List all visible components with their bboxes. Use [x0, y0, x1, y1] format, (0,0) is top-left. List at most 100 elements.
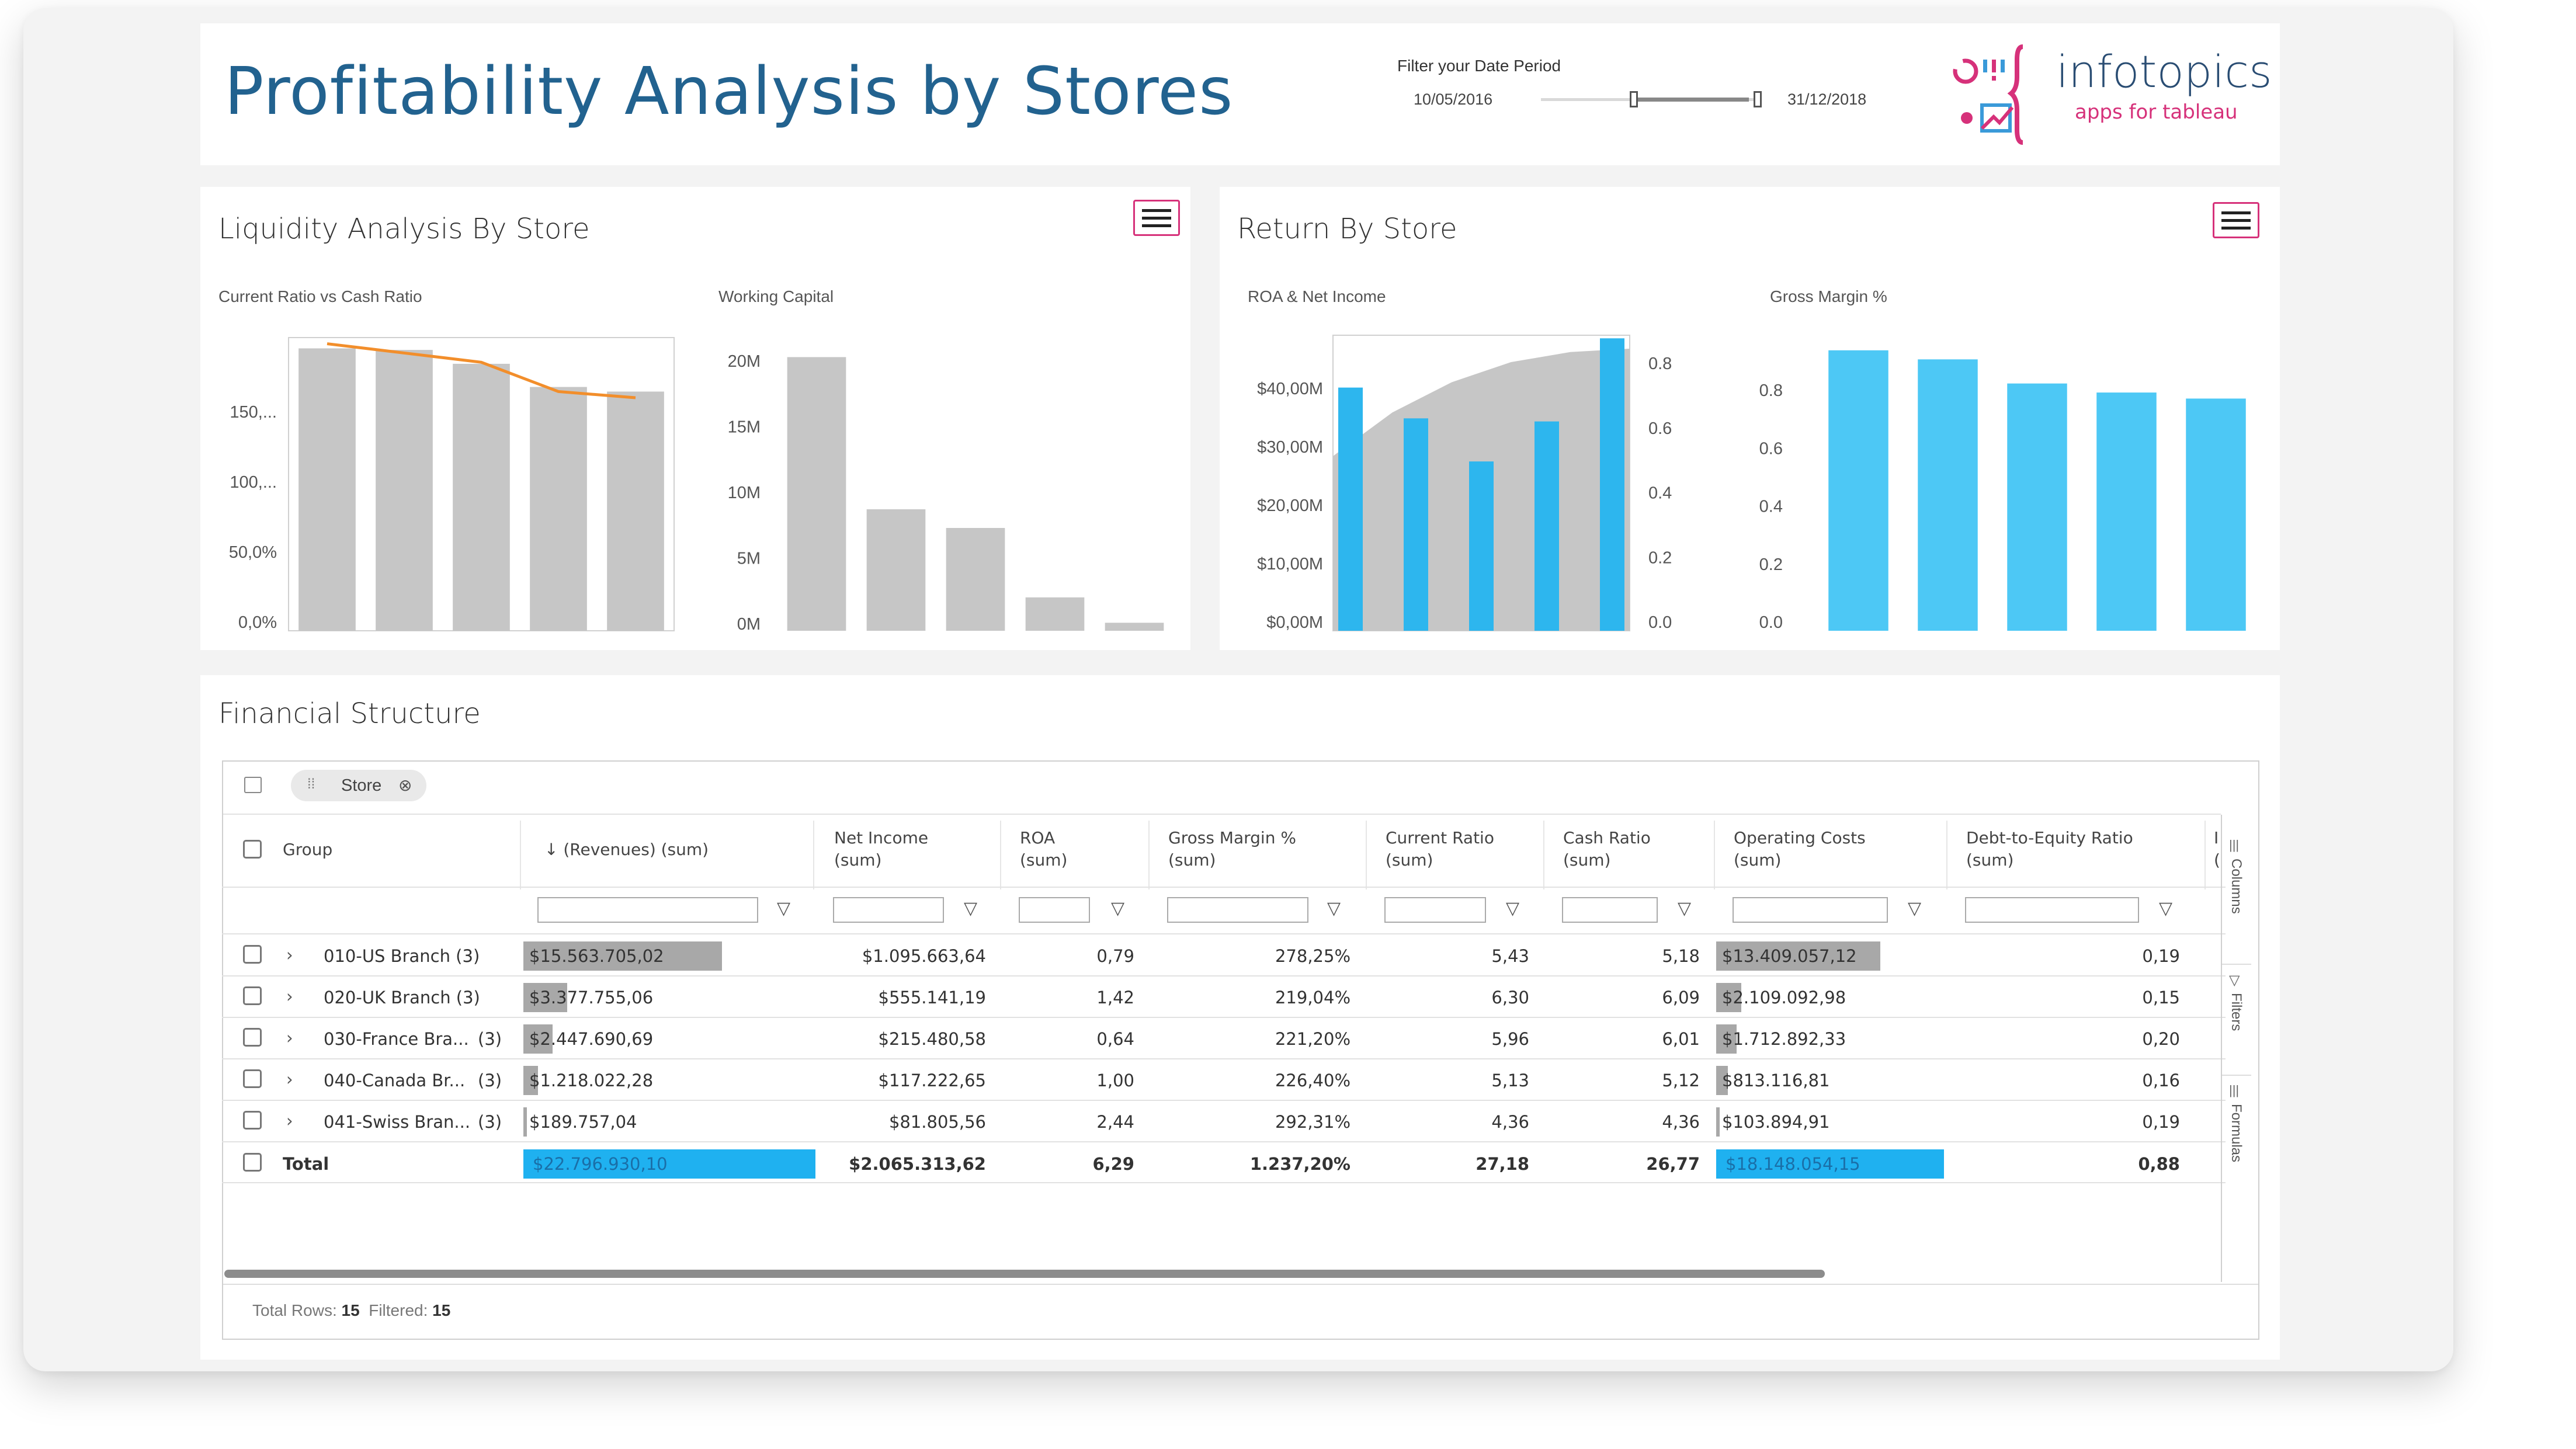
liquidity-menu-icon[interactable] — [1133, 200, 1180, 236]
bar — [1404, 418, 1428, 631]
row-checkbox[interactable] — [243, 1111, 262, 1130]
toolbar-divider — [223, 814, 2221, 815]
currentratio-filter-icon[interactable]: ▽ — [1506, 899, 1520, 918]
axis-tick-label: $10,00M — [1257, 555, 1323, 574]
total-de-ratio: 0,88 — [2138, 1154, 2180, 1174]
cash-ratio-line — [327, 342, 636, 399]
header-panel — [200, 23, 2280, 165]
grossmargin-filter-input[interactable] — [1167, 897, 1308, 923]
formulas-tab[interactable]: ||| Formulas — [2222, 1080, 2251, 1197]
row-current-ratio: 4,36 — [1491, 1112, 1529, 1132]
slider-handle-end[interactable] — [1754, 91, 1762, 107]
axis-tick-label: 0.6 — [1759, 439, 1783, 458]
columns-icon: ||| — [2229, 838, 2240, 852]
bar — [1338, 387, 1363, 631]
deratio-filter-input[interactable] — [1965, 897, 2139, 923]
col-sep — [1946, 821, 1947, 889]
row-opcosts: $103.894,91 — [1722, 1112, 1830, 1132]
col-revenues-header[interactable]: ↓ (Revenues) (sum) — [544, 840, 709, 859]
remove-chip-icon[interactable]: ⊗ — [398, 776, 412, 794]
col-opcosts-header[interactable]: Operating Costs (sum) — [1734, 828, 1866, 870]
col-sep — [2204, 821, 2206, 889]
row-current-ratio: 6,30 — [1491, 988, 1529, 1007]
row-de-ratio: 0,15 — [2142, 988, 2180, 1007]
total-current-ratio: 27,18 — [1476, 1154, 1529, 1174]
expand-chevron-icon[interactable]: › — [286, 945, 293, 965]
currentratio-filter-input[interactable] — [1384, 897, 1486, 923]
columns-tab[interactable]: ||| Columns — [2222, 835, 2251, 965]
row-revenues: $3.377.755,06 — [529, 988, 654, 1007]
revenues-bar — [523, 1024, 553, 1054]
bar — [1535, 421, 1559, 631]
return-menu-icon[interactable] — [2213, 202, 2259, 238]
bar — [946, 528, 1005, 631]
bar — [530, 387, 587, 631]
formulas-icon: ||| — [2229, 1083, 2240, 1097]
total-opcosts-bar — [1716, 1149, 1944, 1179]
col-grossmargin-header[interactable]: Gross Margin % (sum) — [1168, 828, 1296, 870]
axis-tick-label: 0.4 — [1759, 498, 1783, 516]
opcosts-filter-icon[interactable]: ▽ — [1908, 899, 1922, 918]
col-roa-header[interactable]: ROA (sum) — [1020, 828, 1068, 870]
row-net-income: $215.480,58 — [878, 1029, 987, 1049]
expand-chevron-icon[interactable]: › — [286, 1028, 293, 1048]
row-divider — [222, 1100, 2226, 1101]
total-rows-value: 15 — [341, 1301, 360, 1319]
row-de-ratio: 0,19 — [2142, 1112, 2180, 1132]
col-netincome-header[interactable]: Net Income (sum) — [834, 828, 929, 870]
deratio-filter-icon[interactable]: ▽ — [2159, 899, 2173, 918]
col-cashratio-header[interactable]: Cash Ratio (sum) — [1563, 828, 1651, 870]
grossmargin-filter-icon[interactable]: ▽ — [1327, 899, 1341, 918]
opcosts-filter-input[interactable] — [1733, 897, 1888, 923]
col-sep — [1000, 821, 1001, 889]
row-checkbox[interactable] — [243, 1028, 262, 1047]
filters-tab[interactable]: ▽ Filters — [2222, 970, 2251, 1076]
bar — [1469, 461, 1494, 631]
col-partial-header[interactable]: I( — [2214, 828, 2220, 870]
row-divider — [222, 975, 2226, 977]
netincome-filter-input[interactable] — [833, 897, 944, 923]
store-chip[interactable]: ⁞⁞ Store ⊗ — [291, 770, 426, 801]
opcosts-bar — [1716, 1107, 1720, 1137]
row-current-ratio: 5,96 — [1491, 1029, 1529, 1049]
liquidity-title: Liquidity Analysis By Store — [218, 213, 590, 245]
group-panel-icon[interactable] — [244, 777, 262, 793]
row-checkbox[interactable] — [243, 945, 262, 964]
row-opcosts: $1.712.892,33 — [1722, 1029, 1846, 1049]
row-opcosts: $2.109.092,98 — [1722, 988, 1846, 1007]
cashratio-filter-icon[interactable]: ▽ — [1678, 899, 1692, 918]
bar — [1600, 338, 1624, 631]
col-deratio-header[interactable]: Debt-to-Equity Ratio (sum) — [1966, 828, 2133, 870]
working-capital-title: Working Capital — [718, 287, 834, 305]
row-checkbox[interactable] — [243, 986, 262, 1005]
row-cash-ratio: 4,36 — [1662, 1112, 1700, 1132]
expand-chevron-icon[interactable]: › — [286, 1111, 293, 1131]
revenues-filter-icon[interactable]: ▽ — [777, 899, 791, 918]
horizontal-scrollbar[interactable] — [224, 1270, 1825, 1278]
expand-chevron-icon[interactable]: › — [286, 1069, 293, 1089]
row-checkbox[interactable] — [243, 1069, 262, 1088]
date-start: 10/05/2016 — [1414, 91, 1493, 108]
slider-handle-start[interactable] — [1630, 91, 1638, 107]
opcosts-bar — [1716, 983, 1741, 1012]
netincome-filter-icon[interactable]: ▽ — [964, 899, 978, 918]
revenues-filter-input[interactable] — [537, 897, 758, 923]
bar — [1918, 359, 1978, 631]
roa-filter-input[interactable] — [1019, 897, 1090, 923]
col-currentratio-header[interactable]: Current Ratio (sum) — [1386, 828, 1494, 870]
revenues-bar — [523, 1066, 538, 1095]
bar — [1105, 623, 1164, 631]
select-all-checkbox[interactable] — [243, 840, 262, 859]
date-slider[interactable] — [1541, 91, 1762, 107]
page-title: Profitability Analysis by Stores — [224, 54, 1234, 130]
infotopics-logo-icon — [1953, 44, 2023, 145]
col-group-header[interactable]: Group — [283, 840, 333, 859]
row-gross-margin: 219,04% — [1275, 988, 1351, 1007]
row-gross-margin: 292,31% — [1275, 1112, 1351, 1132]
total-checkbox[interactable] — [243, 1153, 262, 1172]
axis-tick-label: 0.2 — [1648, 548, 1672, 567]
expand-chevron-icon[interactable]: › — [286, 986, 293, 1006]
cashratio-filter-input[interactable] — [1562, 897, 1658, 923]
bar — [787, 357, 846, 631]
roa-filter-icon[interactable]: ▽ — [1111, 899, 1125, 918]
